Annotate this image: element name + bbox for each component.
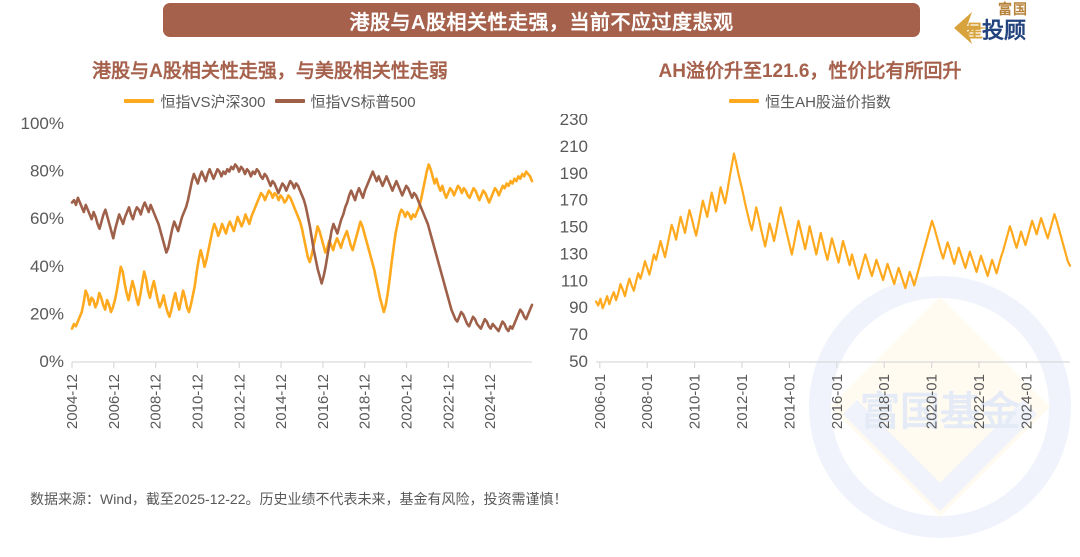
x-axis-tick-label: 2010-12 [189, 374, 206, 429]
y-axis-tick-label: 70 [569, 325, 588, 344]
y-axis-tick-label: 90 [569, 298, 588, 317]
data-source-note: 数据来源：Wind，截至2025-12-22。历史业绩不代表未来，基金有风险，投… [30, 491, 568, 507]
logo-big-text: 投顾 [982, 18, 1027, 43]
x-axis-tick-label: 2006-12 [106, 374, 123, 429]
series-line-1 [70, 163, 534, 333]
star-icon [954, 12, 990, 44]
footer: 数据来源：Wind，截至2025-12-22。历史业绩不代表未来，基金有风险，投… [0, 489, 1080, 509]
x-axis-tick-label: 2004-12 [64, 374, 81, 429]
x-axis-tick-label: 2018-12 [357, 374, 374, 429]
y-axis-tick-label: 40% [30, 257, 64, 276]
legend-item-ah-premium: 恒生AH股溢价指数 [729, 91, 891, 112]
y-axis-tick-label: 60% [30, 209, 64, 228]
legend-label-ah-premium: 恒生AH股溢价指数 [765, 93, 891, 111]
y-axis-tick-label: 50 [569, 352, 588, 371]
legend-label-hsi-spx500: 恒指VS标普500 [310, 93, 416, 111]
x-axis-tick-label: 2024-12 [482, 374, 499, 429]
brand-logo: 星 富国 投顾 [946, 0, 1074, 52]
x-axis-tick-label: 2024-01 [1018, 374, 1035, 429]
x-axis-tick-label: 2022-01 [971, 374, 988, 429]
x-axis-tick-label: 2012-12 [231, 374, 248, 429]
y-axis-tick-label: 80% [30, 162, 64, 181]
legend-swatch-orange-ah [729, 99, 760, 103]
series-line-0 [594, 152, 1072, 310]
left-chart-title: 港股与A股相关性走强，与美股相关性走弱 [92, 61, 448, 82]
x-axis-tick-label: 2020-01 [924, 374, 941, 429]
right-chart-title: AH溢价升至121.6，性价比有所回升 [658, 61, 962, 82]
logo-small-text: 富国 [998, 1, 1028, 17]
x-axis-tick-label: 2012-01 [734, 374, 751, 429]
x-axis-tick-label: 2016-01 [829, 374, 846, 429]
right-chart-legend: 恒生AH股溢价指数 [540, 91, 1080, 112]
x-axis-tick-label: 2014-12 [273, 374, 290, 429]
left-chart-svg: 0% 20% 40% 60% 80% 100% 2004-12 2006-12 2008-12 2… [21, 114, 534, 429]
left-plot-area: 0% 20% 40% 60% 80% 100% 2004-12 2006-12 2008-12 2… [0, 114, 540, 454]
y-axis-tick-label: 170 [560, 191, 588, 210]
legend-item-hsi-spx500: 恒指VS标普500 [274, 91, 416, 112]
y-axis-tick-label: 190 [560, 164, 588, 183]
legend-item-hsi-csi300: 恒指VS沪深300 [124, 91, 266, 112]
y-axis-tick-label: 150 [560, 218, 588, 237]
page-header: 港股与A股相关性走强，当前不应过度悲观 星 富国 投顾 [0, 0, 1080, 46]
y-axis-tick-label: 210 [560, 137, 588, 156]
y-axis-tick-label: 110 [561, 271, 588, 290]
legend-swatch-orange [124, 99, 155, 103]
x-axis-tick-label: 2006-01 [592, 374, 609, 429]
x-axis-tick-label: 2014-01 [781, 374, 798, 429]
banner-title-bar: 港股与A股相关性走强，当前不应过度悲观 [163, 3, 920, 37]
x-axis-tick-label: 2022-12 [440, 374, 457, 429]
y-axis-tick-label: 100% [21, 114, 64, 133]
y-axis-tick-label: 20% [30, 304, 64, 323]
x-axis-tick-label: 2008-12 [148, 374, 165, 429]
legend-label-hsi-csi300: 恒指VS沪深300 [160, 93, 266, 111]
right-chart-svg: 50 70 90 110 130 150 170 190 210 230 2006-01 2008-0… [560, 114, 1072, 429]
x-axis-tick-label: 2008-01 [639, 374, 656, 429]
y-axis-tick-label: 230 [560, 114, 588, 129]
x-axis-tick-label: 2016-12 [315, 374, 332, 429]
left-chart-legend: 恒指VS沪深300 恒指VS标普500 [0, 91, 540, 112]
logo-badge-text: 星 [966, 22, 983, 41]
x-axis-tick-label: 2010-01 [687, 374, 704, 429]
y-axis-tick-label: 130 [560, 244, 588, 263]
legend-swatch-brown [274, 99, 305, 103]
left-chart-panel: 港股与A股相关性走强，与美股相关性走弱 恒指VS沪深300 恒指VS标普500 … [0, 46, 540, 476]
y-axis-tick-label: 0% [39, 352, 64, 371]
banner-title-text: 港股与A股相关性走强，当前不应过度悲观 [349, 11, 734, 34]
series-line-0 [70, 163, 534, 330]
right-plot-area: 50 70 90 110 130 150 170 190 210 230 2006-01 2008-0… [540, 114, 1080, 454]
x-axis-tick-label: 2020-12 [399, 374, 416, 429]
right-chart-panel: AH溢价升至121.6，性价比有所回升 恒生AH股溢价指数 50 70 90 110 1… [540, 46, 1080, 476]
x-axis-tick-label: 2018-01 [876, 374, 893, 429]
